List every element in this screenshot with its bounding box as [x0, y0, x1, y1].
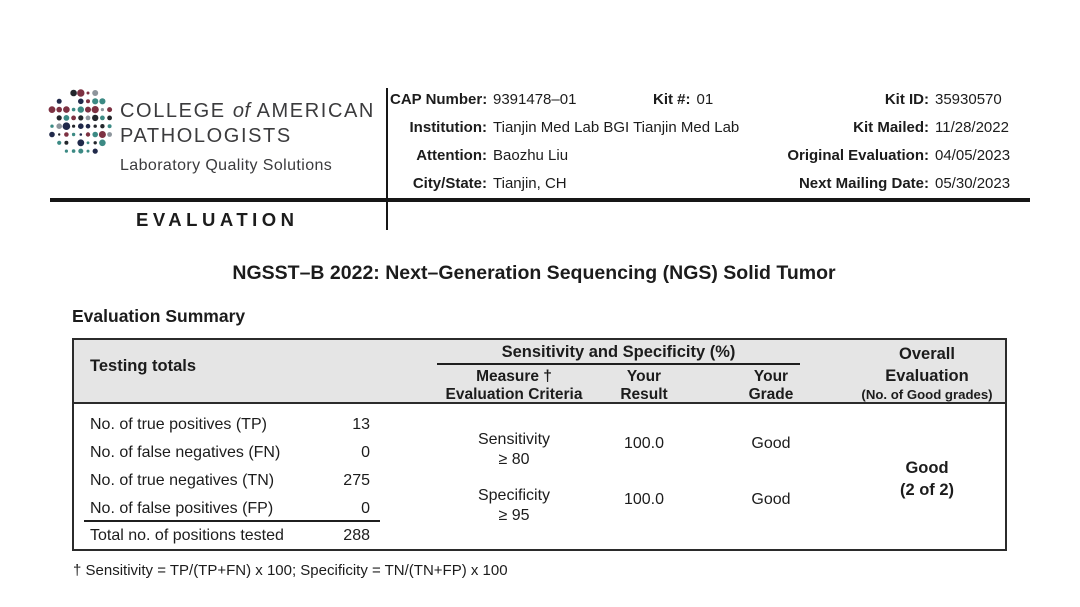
logo-line-2: PATHOLOGISTS — [120, 125, 292, 147]
summary-heading: Evaluation Summary — [72, 306, 246, 326]
measure-specificity: Specificity ≥ 95 — [477, 487, 551, 524]
info-row-next-mailing-date: Next Mailing Date: 05/30/2023 — [782, 175, 1010, 192]
next-mailing-date-value: 05/30/2023 — [935, 175, 1011, 192]
table-row-total-label: Total no. of positions tested — [90, 527, 284, 544]
header-horizontal-rule — [50, 198, 1030, 202]
table-header-band — [74, 340, 1005, 404]
city-state-label: City/State: — [412, 175, 487, 192]
kit-id-value: 35930570 — [935, 91, 1002, 108]
kit-mailed-label: Kit Mailed: — [853, 119, 929, 136]
info-row-cap-number: CAP Number: 9391478–01 — [390, 91, 576, 108]
city-state-value: Tianjin, CH — [493, 175, 567, 192]
testing-totals-sum-line — [84, 520, 380, 522]
section-label-evaluation: EVALUATION — [136, 209, 299, 230]
info-row-original-evaluation: Original Evaluation: 04/05/2023 — [782, 147, 1010, 164]
original-evaluation-value: 04/05/2023 — [935, 147, 1011, 164]
overall-evaluation-result: Good (2 of 2) — [899, 459, 955, 499]
measure-sensitivity: Sensitivity ≥ 80 — [477, 431, 551, 468]
sensitivity-result: 100.0 — [623, 435, 665, 452]
next-mailing-date-label: Next Mailing Date: — [798, 175, 929, 192]
kit-id-label: Kit ID: — [884, 91, 929, 108]
document-title: NGSST–B 2022: Next–Generation Sequencing… — [232, 262, 836, 284]
kit-number-label: Kit #: — [653, 91, 691, 108]
kit-number-value: 01 — [696, 91, 714, 108]
col-header-measure-criteria: Measure † Evaluation Criteria — [445, 368, 583, 403]
sensitivity-grade: Good — [751, 435, 791, 452]
info-row-attention: Attention: Baozhu Liu — [390, 147, 568, 164]
kit-mailed-value: 11/28/2022 — [935, 119, 1009, 136]
specificity-result: 100.0 — [623, 491, 665, 508]
col-header-testing-totals: Testing totals — [90, 357, 197, 375]
institution-label: Institution: — [409, 119, 487, 136]
col-header-your-result: Your Result — [620, 368, 668, 403]
institution-value: Tianjin Med Lab BGI Tianjin Med Lab — [493, 119, 740, 136]
attention-value: Baozhu Liu — [493, 147, 569, 164]
table-row-fn-label: No. of false negatives (FN) — [90, 444, 281, 461]
table-row-tn-label: No. of true negatives (TN) — [90, 472, 275, 489]
original-evaluation-label: Original Evaluation: — [787, 147, 929, 164]
info-row-kit-id: Kit ID: 35930570 — [782, 91, 1002, 108]
table-row-total-value: 288 — [343, 527, 370, 544]
table-row-fn-value: 0 — [361, 444, 370, 461]
info-row-kit-mailed: Kit Mailed: 11/28/2022 — [782, 119, 1009, 136]
attention-label: Attention: — [416, 147, 487, 164]
footnote: † Sensitivity = TP/(TP+FN) x 100; Specif… — [73, 562, 508, 579]
cap-logo-wordmark: COLLEGE of AMERICAN PATHOLOGISTS Laborat… — [120, 99, 375, 175]
col-group-header-sensitivity-specificity: Sensitivity and Specificity (%) — [437, 343, 800, 365]
table-row-tp-label: No. of true positives (TP) — [90, 416, 267, 433]
info-row-kit-number: Kit #: 01 — [653, 91, 713, 108]
table-row-fp-label: No. of false positives (FP) — [90, 500, 274, 517]
table-row-fp-value: 0 — [361, 500, 370, 517]
col-header-overall-evaluation: Overall Evaluation (No. of Good grades) — [861, 345, 993, 402]
logo-tagline: Laboratory Quality Solutions — [120, 157, 333, 174]
cap-number-value: 9391478–01 — [493, 91, 577, 108]
specificity-grade: Good — [751, 491, 791, 508]
table-row-tn-value: 275 — [343, 472, 370, 489]
logo-line-1: COLLEGE of AMERICAN — [120, 100, 375, 122]
info-row-city-state: City/State: Tianjin, CH — [390, 175, 567, 192]
table-row-tp-value: 13 — [352, 416, 370, 433]
info-row-institution: Institution: Tianjin Med Lab BGI Tianjin … — [390, 119, 740, 136]
cap-logo-dots-icon — [46, 88, 116, 158]
col-header-your-grade: Your Grade — [748, 368, 794, 403]
header-vertical-divider — [386, 88, 388, 230]
evaluation-summary-table: Testing totals Sensitivity and Specifici… — [72, 338, 1007, 551]
cap-number-label: CAP Number: — [390, 91, 488, 108]
